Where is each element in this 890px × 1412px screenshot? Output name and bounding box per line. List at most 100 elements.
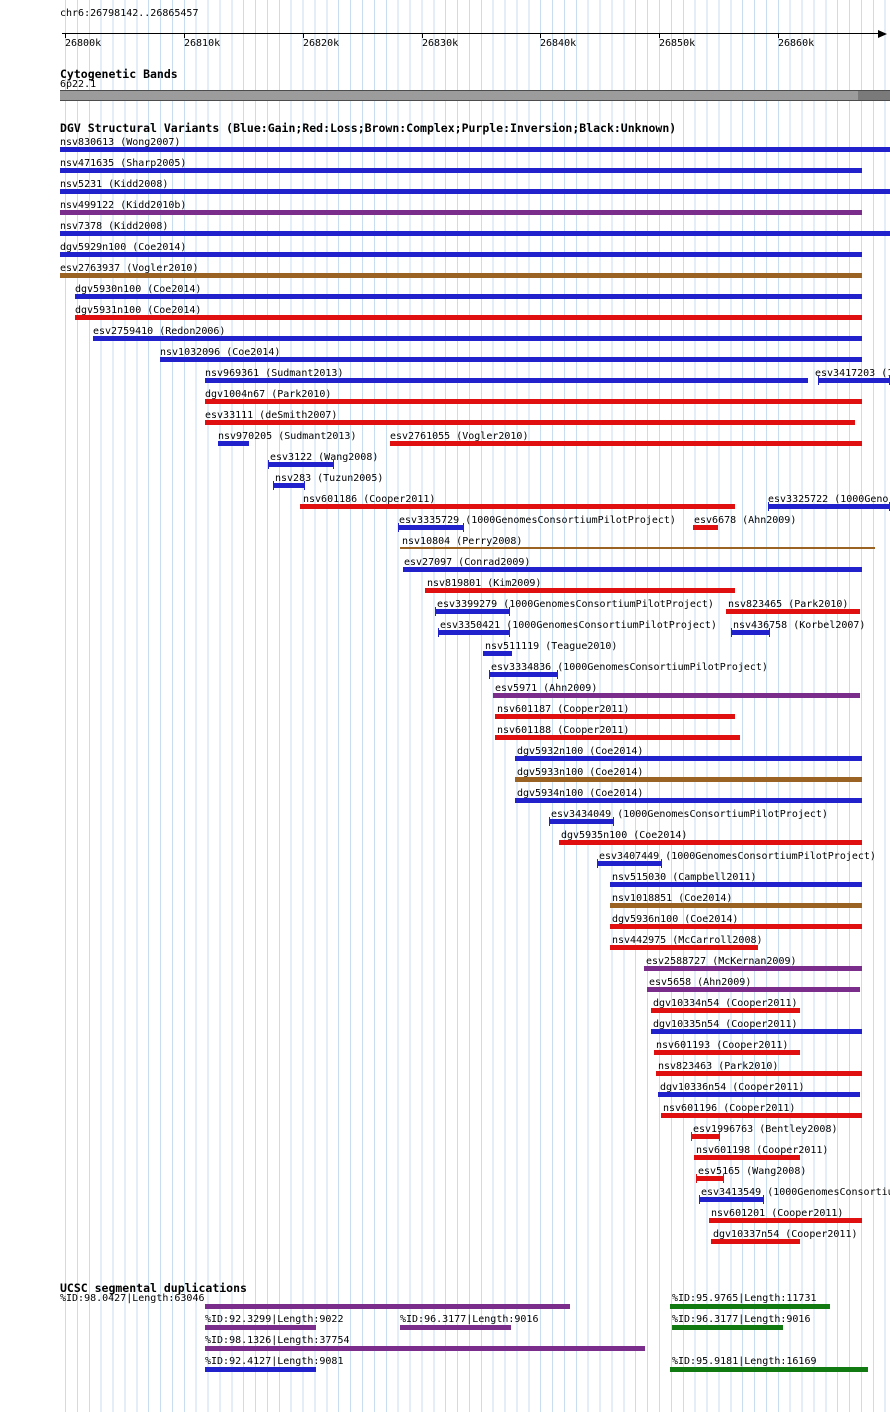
variant-label: dgv5929n100 (Coe2014) bbox=[60, 242, 187, 253]
variant-bar[interactable] bbox=[691, 1132, 720, 1141]
variant-label: nsv10804 (Perry2008) bbox=[402, 536, 523, 547]
segdup-bar[interactable] bbox=[205, 1304, 570, 1309]
segdup-bar[interactable] bbox=[400, 1325, 511, 1330]
variant-bar[interactable] bbox=[647, 987, 860, 992]
variant-bar[interactable] bbox=[273, 481, 305, 490]
variant-bar[interactable] bbox=[694, 1155, 800, 1160]
variant-bar[interactable] bbox=[300, 504, 735, 509]
variant-bar[interactable] bbox=[489, 670, 558, 679]
variant-bar-core bbox=[436, 609, 509, 614]
variant-bar[interactable] bbox=[644, 966, 862, 971]
variant-label: dgv10336n54 (Cooper2011) bbox=[660, 1082, 805, 1093]
variant-bar[interactable] bbox=[515, 777, 862, 782]
segdup-bar[interactable] bbox=[205, 1325, 316, 1330]
variant-bar[interactable] bbox=[709, 1218, 862, 1223]
variant-bar-core bbox=[769, 504, 889, 509]
variant-label: esv33111 (deSmith2007) bbox=[205, 410, 338, 421]
variant-label: esv3413549 (1000GenomesConsortiu bbox=[701, 1187, 890, 1198]
variant-label: nsv969361 (Sudmant2013) bbox=[205, 368, 344, 379]
variant-bar[interactable] bbox=[610, 903, 862, 908]
ruler-tick bbox=[659, 33, 660, 38]
variant-label: esv1996763 (Bentley2008) bbox=[693, 1124, 838, 1135]
variant-bar[interactable] bbox=[435, 607, 510, 616]
segdup-bar[interactable] bbox=[670, 1367, 868, 1372]
variant-label: nsv970205 (Sudmant2013) bbox=[218, 431, 357, 442]
variant-bar[interactable] bbox=[654, 1050, 800, 1055]
variant-bar[interactable] bbox=[651, 1029, 862, 1034]
variant-bar[interactable] bbox=[515, 756, 862, 761]
variant-bar[interactable] bbox=[403, 567, 862, 572]
variant-bar[interactable] bbox=[398, 523, 464, 532]
variant-bar[interactable] bbox=[549, 817, 614, 826]
variant-bar[interactable] bbox=[693, 525, 718, 530]
variant-label: esv5658 (Ahn2009) bbox=[649, 977, 752, 988]
segdup-bar[interactable] bbox=[205, 1367, 316, 1372]
variant-label: nsv499122 (Kidd2010b) bbox=[60, 200, 187, 211]
variant-bar[interactable] bbox=[610, 924, 862, 929]
variant-bar[interactable] bbox=[205, 420, 855, 425]
variant-bar[interactable] bbox=[597, 859, 662, 868]
variant-bar[interactable] bbox=[731, 628, 770, 637]
variant-bar[interactable] bbox=[75, 315, 862, 320]
variant-bar[interactable] bbox=[268, 460, 334, 469]
variant-bar[interactable] bbox=[60, 210, 862, 215]
variant-label: esv2588727 (McKernan2009) bbox=[646, 956, 797, 967]
variant-bar[interactable] bbox=[651, 1008, 800, 1013]
ruler-tick bbox=[184, 33, 185, 38]
variant-label: nsv823465 (Park2010) bbox=[728, 599, 849, 610]
variant-bar[interactable] bbox=[438, 628, 510, 637]
variant-label: nsv7378 (Kidd2008) bbox=[60, 221, 169, 232]
variant-bar[interactable] bbox=[75, 294, 862, 299]
segdup-bar[interactable] bbox=[205, 1346, 645, 1351]
variant-bar[interactable] bbox=[425, 588, 735, 593]
segdup-label: %ID:98.0427|Length:63046 bbox=[60, 1293, 205, 1304]
variant-bar[interactable] bbox=[658, 1092, 860, 1097]
variant-label: esv3334836 (1000GenomesConsortiumPilotPr… bbox=[491, 662, 768, 673]
variant-bar[interactable] bbox=[610, 882, 862, 887]
variant-bar[interactable] bbox=[483, 651, 512, 656]
variant-bar[interactable] bbox=[60, 189, 890, 194]
variant-bar[interactable] bbox=[768, 502, 890, 511]
variant-bar[interactable] bbox=[93, 336, 862, 341]
variant-bar[interactable] bbox=[515, 798, 862, 803]
variant-bar[interactable] bbox=[726, 609, 860, 614]
variant-bar[interactable] bbox=[60, 273, 862, 278]
variant-bar[interactable] bbox=[610, 945, 758, 950]
variant-bar-core bbox=[269, 462, 333, 467]
variant-label: dgv5933n100 (Coe2014) bbox=[517, 767, 644, 778]
segdup-bar[interactable] bbox=[672, 1325, 783, 1330]
variant-bar[interactable] bbox=[400, 547, 875, 549]
variant-bar[interactable] bbox=[696, 1174, 724, 1183]
variant-label: nsv511119 (Teague2010) bbox=[485, 641, 618, 652]
variant-label: dgv5930n100 (Coe2014) bbox=[75, 284, 202, 295]
variant-bar[interactable] bbox=[205, 399, 862, 404]
variant-bar[interactable] bbox=[60, 168, 862, 173]
variant-bar[interactable] bbox=[661, 1113, 862, 1118]
variant-bar[interactable] bbox=[711, 1239, 800, 1244]
variant-bar[interactable] bbox=[493, 693, 860, 698]
variant-bar[interactable] bbox=[60, 147, 890, 152]
segdup-bar[interactable] bbox=[670, 1304, 830, 1309]
variant-bar[interactable] bbox=[218, 441, 249, 446]
cytoband-bar[interactable] bbox=[60, 90, 890, 101]
variant-bar[interactable] bbox=[818, 376, 890, 385]
variant-bar[interactable] bbox=[60, 252, 862, 257]
variant-bar[interactable] bbox=[559, 840, 862, 845]
variant-bar-core bbox=[598, 861, 661, 866]
variant-bar-core bbox=[700, 1197, 763, 1202]
variant-label: nsv471635 (Sharp2005) bbox=[60, 158, 187, 169]
variant-label: dgv5934n100 (Coe2014) bbox=[517, 788, 644, 799]
variant-bar[interactable] bbox=[699, 1195, 764, 1204]
variant-label: nsv283 (Tuzun2005) bbox=[275, 473, 384, 484]
variant-bar[interactable] bbox=[390, 441, 862, 446]
segdup-label: %ID:95.9765|Length:11731 bbox=[672, 1293, 817, 1304]
variant-label: dgv5931n100 (Coe2014) bbox=[75, 305, 202, 316]
variant-bar[interactable] bbox=[495, 714, 735, 719]
variant-bar[interactable] bbox=[656, 1071, 862, 1076]
variant-bar[interactable] bbox=[495, 735, 740, 740]
variant-label: nsv601198 (Cooper2011) bbox=[696, 1145, 829, 1156]
variant-label: dgv5936n100 (Coe2014) bbox=[612, 914, 739, 925]
variant-bar[interactable] bbox=[205, 378, 808, 383]
variant-bar[interactable] bbox=[60, 231, 890, 236]
variant-bar[interactable] bbox=[160, 357, 862, 362]
